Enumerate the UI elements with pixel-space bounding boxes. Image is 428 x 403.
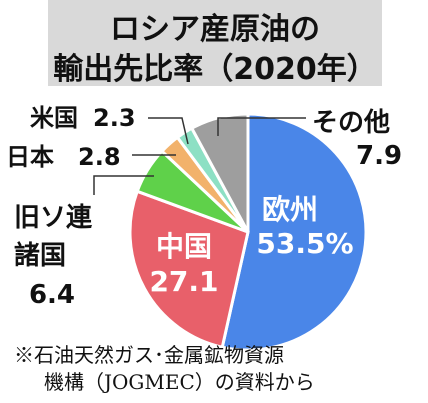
source-note-line-1: ※石油天然ガス･金属鉱物資源	[14, 343, 284, 367]
label-china-name: 中国	[156, 230, 212, 263]
source-note-line-2: 機構（JOGMEC）の資料から	[44, 370, 315, 394]
label-other-value: 7.9	[356, 141, 402, 171]
source-note: ※石油天然ガス･金属鉱物資源 機構（JOGMEC）の資料から	[14, 342, 414, 396]
leader-line-other	[217, 117, 306, 136]
label-japan-value: 2.8	[78, 143, 121, 171]
leader-line-fsu	[93, 175, 154, 195]
leader-lines	[93, 117, 306, 195]
leader-line-us	[148, 117, 189, 145]
label-japan-name: 日本	[6, 143, 54, 171]
label-europe-value: 53.5%	[256, 227, 353, 260]
label-europe-name: 欧州	[262, 193, 318, 226]
label-china-value: 27.1	[149, 265, 218, 298]
label-fsu-name-line2: 諸国	[14, 240, 66, 271]
label-fsu-name-line1: 旧ソ連	[14, 203, 93, 233]
pie-slice-china	[128, 189, 250, 349]
chart-title-line-1: ロシア産原油の	[110, 12, 320, 47]
label-fsu-value: 6.4	[29, 280, 75, 310]
label-us-name: 米国	[30, 104, 78, 132]
label-other-name: その他	[312, 108, 390, 138]
pie-slices	[128, 112, 368, 352]
title-box: ロシア産原油の 輸出先比率（2020年）	[48, 0, 382, 87]
chart-title-line-2: 輸出先比率（2020年）	[53, 52, 377, 87]
pie-slice-europe	[220, 112, 368, 352]
label-us-value: 2.3	[93, 104, 136, 132]
